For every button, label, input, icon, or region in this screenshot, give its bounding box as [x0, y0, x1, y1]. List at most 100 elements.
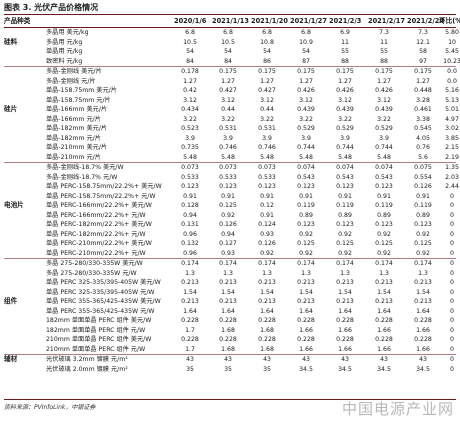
price-cell: 1.66	[377, 345, 391, 353]
table-row: 单晶-158.75mm 美元/片 0.42 0.427 0.427 0.426 0.426…	[4, 86, 459, 96]
section-divider	[4, 354, 456, 355]
price-cell: 0.213	[258, 298, 276, 305]
price-cell: 43	[341, 356, 349, 363]
price-cell: 0.174	[336, 260, 354, 267]
price-cell: 1.54	[260, 288, 274, 296]
price-cell: 3.12	[299, 96, 313, 104]
product-label: 210mm 单面单晶 PERC 组件 美元/W	[46, 336, 152, 343]
price-cell: 3.12	[338, 96, 352, 104]
table-row: 多晶 275-280/330-335W 美元/W 0.174 0.174 0.174 0…	[4, 259, 456, 269]
change-cell: 5.01	[445, 106, 459, 113]
price-cell: 10.5	[221, 38, 235, 46]
price-cell: 55	[380, 48, 388, 55]
price-cell: 0.123	[375, 221, 393, 228]
table-row: 单晶 PERC-158.75mm/22.2%+ 元/W 0.91 0.91 0.91 0…	[4, 192, 456, 202]
table-row: 单晶-182mm 元/片 3.9 3.9 3.9 3.9 3.9 3.9 4.05 3.85	[4, 134, 459, 144]
product-label: 多晶 275-280/330-335W 元/W	[46, 269, 137, 277]
section-divider	[4, 258, 456, 259]
price-cell: 1.64	[377, 307, 391, 315]
price-cell: 0.228	[181, 336, 199, 343]
price-cell: 0.434	[181, 106, 199, 113]
price-cell: 0.529	[336, 125, 354, 132]
price-cell: 34.5	[338, 365, 352, 373]
table-row: 单晶 PERC-166mm/22.2%+ 元/W 0.94 0.92 0.91 0.89…	[4, 211, 456, 221]
price-cell: 0.228	[375, 317, 393, 324]
table-row: 单晶 PERC-158.75mm/22.2%+ 美元/W 0.123 0.123 0.…	[4, 182, 459, 192]
price-cell: 1.54	[183, 288, 197, 296]
price-cell: 0.93	[260, 230, 274, 238]
table-row: 多晶 275-280/330-335W 元/W 1.3 1.3 1.3 1.3 1.3 1.…	[4, 269, 456, 279]
price-cell: 1.68	[260, 345, 274, 353]
change-cell: 0.0	[447, 77, 457, 85]
price-cell: 97	[419, 57, 427, 65]
price-cell: 0.213	[414, 298, 432, 305]
product-label: 单晶 PERC-166mm/22.2%+ 元/W	[46, 211, 146, 219]
change-cell: 0	[450, 192, 454, 200]
product-label: 致密料 元/kg	[46, 57, 83, 65]
table-row: 单晶-210mm 元/片 5.48 5.48 5.48 5.48 5.48 5.48 5.6 2…	[4, 153, 459, 163]
price-cell: 1.27	[299, 77, 313, 85]
price-cell: 35	[186, 365, 194, 373]
price-cell: 0.125	[336, 240, 354, 247]
table-row: 多晶-金刚线-18.7% 美元/W 0.073 0.073 0.073 0.074 0.0…	[4, 163, 459, 173]
price-cell: 0.123	[181, 183, 199, 190]
price-cell: 43	[380, 356, 388, 363]
price-cell: 0.89	[338, 211, 352, 219]
price-cell: 12.1	[416, 38, 430, 46]
price-cell: 0.12	[260, 202, 274, 209]
product-label: 多晶-金刚线-18.7% 美元/W	[46, 164, 124, 171]
price-cell: 1.3	[223, 269, 233, 277]
change-cell: 10.23	[443, 57, 460, 65]
price-cell: 0.533	[219, 173, 237, 181]
price-cell: 0.228	[181, 317, 199, 324]
price-cell: 0.735	[181, 144, 199, 151]
price-cell: 0.744	[375, 144, 393, 151]
price-cell: 3.9	[340, 134, 350, 142]
price-cell: 3.12	[260, 96, 274, 104]
product-label: 单晶-182mm 元/片	[46, 134, 101, 142]
top-rule	[4, 14, 456, 15]
price-cell: 0.213	[297, 279, 315, 286]
price-cell: 6.9	[340, 29, 350, 36]
price-cell: 0.228	[219, 336, 237, 343]
section-divider	[4, 162, 456, 163]
change-cell: 5.16	[445, 87, 459, 94]
price-cell: 0.427	[219, 87, 237, 94]
price-cell: 0.074	[297, 164, 315, 171]
price-cell: 1.3	[262, 269, 272, 277]
price-cell: 7.3	[379, 29, 389, 36]
product-label: 单晶 PERC 355-365/425-435W 元/W	[46, 307, 155, 315]
product-label: 多晶-金刚线 美元/片	[46, 68, 102, 75]
price-cell: 1.64	[416, 307, 430, 315]
price-cell: 0.228	[336, 317, 354, 324]
price-cell: 0.132	[181, 240, 199, 247]
price-cell: 0.744	[336, 144, 354, 151]
change-cell: 10	[448, 38, 456, 46]
product-label: 单晶 PERC-182mm/22.2%+ 美元/W	[46, 221, 152, 228]
price-cell: 88	[341, 57, 349, 65]
price-cell: 34.5	[299, 365, 313, 373]
price-cell: 0.543	[336, 173, 354, 181]
price-cell: 1.27	[416, 77, 430, 85]
header-date-5: 2021/2/3	[329, 17, 362, 25]
price-cell: 1.54	[299, 288, 313, 296]
category-label: 硅片	[4, 105, 18, 113]
price-cell: 3.22	[299, 115, 313, 123]
change-cell: 0	[450, 307, 454, 315]
table-title: 图表 3. 光伏产品价格情况	[4, 3, 99, 12]
change-cell: 0	[450, 356, 454, 363]
price-cell: 0.228	[258, 317, 276, 324]
section-divider	[4, 66, 456, 67]
change-cell: 2.19	[445, 153, 459, 161]
table-row: 单晶-210mm 美元/片 0.735 0.746 0.746 0.744 0.744 0.…	[4, 143, 459, 153]
price-cell: 0.174	[258, 260, 276, 267]
price-cell: 3.12	[377, 96, 391, 104]
table-row: 组件 单晶 PERC 355-365/425-435W 美元/W 0.213 0.21…	[4, 297, 456, 307]
price-cell: 0.523	[181, 125, 199, 132]
product-label: 单晶-182mm 美元/片	[46, 125, 108, 132]
product-label: 单晶-166mm 美元/片	[46, 106, 108, 113]
price-cell: 1.27	[260, 77, 274, 85]
price-cell: 1.27	[183, 77, 197, 85]
price-cell: 0.228	[258, 336, 276, 343]
price-cell: 1.54	[338, 288, 352, 296]
